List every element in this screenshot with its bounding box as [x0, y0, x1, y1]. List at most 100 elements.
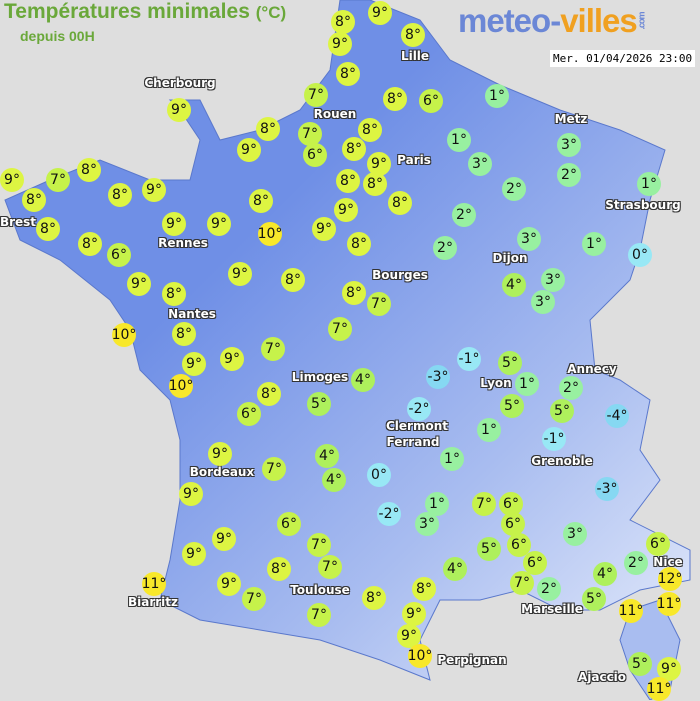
degree-sign: ° — [327, 448, 335, 464]
degree-sign: ° — [129, 327, 137, 343]
temperature-marker: 9 ° — [334, 198, 358, 222]
degree-sign: ° — [254, 591, 262, 607]
degree-sign: ° — [675, 571, 683, 587]
temperature-marker: 5 ° — [550, 399, 574, 423]
temperature-marker: 6 ° — [303, 143, 327, 167]
degree-sign: ° — [249, 406, 257, 422]
map-title-unit: (°C) — [255, 3, 287, 22]
degree-sign: ° — [480, 156, 488, 172]
degree-sign: ° — [549, 581, 557, 597]
temperature-value: 8 — [176, 326, 185, 342]
degree-sign: ° — [569, 137, 577, 153]
city-label-ferrand: Ferrand — [386, 435, 440, 449]
degree-sign: ° — [674, 596, 682, 612]
temperature-value: 8 — [405, 27, 414, 43]
temperature-marker: 10 ° — [169, 374, 193, 398]
degree-sign: ° — [90, 236, 98, 252]
degree-sign: ° — [427, 516, 435, 532]
degree-sign: ° — [48, 221, 56, 237]
degree-sign: ° — [159, 576, 167, 592]
temperature-marker: 7 ° — [261, 337, 285, 361]
temperature-marker: 8 ° — [281, 268, 305, 292]
temperature-value: 5 — [504, 398, 513, 414]
temperature-marker: -1 ° — [542, 427, 566, 451]
degree-sign: ° — [571, 380, 579, 396]
temperature-value: -1 — [458, 351, 473, 367]
logo-part-1: meteo- — [458, 2, 561, 39]
degree-sign: ° — [119, 247, 127, 263]
degree-sign: ° — [437, 496, 445, 512]
temperature-value: 8 — [81, 162, 90, 178]
degree-sign: ° — [594, 236, 602, 252]
city-label-nice: Nice — [653, 555, 683, 569]
temperature-value: 7 — [332, 321, 341, 337]
temperature-marker: 8 ° — [77, 158, 101, 182]
temperature-marker: 10 ° — [258, 222, 282, 246]
temperature-value: 4 — [326, 472, 335, 488]
city-label-bordeaux: Bordeaux — [189, 465, 255, 479]
temperature-marker: 7 ° — [510, 571, 534, 595]
degree-sign: ° — [220, 446, 228, 462]
degree-sign: ° — [620, 408, 628, 424]
temperature-value: 8 — [392, 195, 401, 211]
temperature-value: 8 — [112, 187, 121, 203]
temperature-value: 11 — [646, 681, 665, 697]
city-label-ajaccio: Ajaccio — [577, 670, 627, 684]
degree-sign: ° — [354, 285, 362, 301]
temperature-marker: 10 ° — [408, 644, 432, 668]
temperature-value: 1 — [481, 422, 490, 438]
temperature-value: 2 — [541, 581, 550, 597]
degree-sign: ° — [273, 341, 281, 357]
temperature-marker: 7 ° — [472, 492, 496, 516]
temperature-marker: 2 ° — [433, 236, 457, 260]
degree-sign: ° — [636, 603, 644, 619]
temperature-value: 7 — [371, 296, 380, 312]
temperature-marker: 1 ° — [447, 128, 471, 152]
degree-sign: ° — [535, 555, 543, 571]
degree-sign: ° — [569, 167, 577, 183]
degree-sign: ° — [413, 27, 421, 43]
temperature-marker: -4 ° — [605, 404, 629, 428]
city-label-paris: Paris — [397, 153, 431, 167]
degree-sign: ° — [557, 431, 565, 447]
temperature-value: 9 — [183, 486, 192, 502]
degree-sign: ° — [409, 628, 417, 644]
degree-sign: ° — [425, 648, 433, 664]
degree-sign: ° — [472, 351, 480, 367]
degree-sign: ° — [334, 472, 342, 488]
meteo-villes-logo: meteo-villes.com — [458, 2, 654, 40]
temperature-value: 7 — [246, 591, 255, 607]
temperature-value: 4 — [447, 561, 456, 577]
temperature-value: 9 — [232, 266, 241, 282]
degree-sign: ° — [514, 181, 522, 197]
temperature-marker: 4 ° — [502, 273, 526, 297]
temperature-value: 8 — [346, 141, 355, 157]
degree-sign: ° — [636, 555, 644, 571]
city-label-perpignan: Perpignan — [437, 653, 507, 667]
temperature-value: 8 — [346, 285, 355, 301]
degree-sign: ° — [120, 187, 128, 203]
temperature-marker: 3 ° — [563, 522, 587, 546]
temperature-value: 4 — [506, 277, 515, 293]
temperature-value: 4 — [597, 566, 606, 582]
temperature-marker: -3 ° — [426, 365, 450, 389]
temperature-value: 9 — [241, 142, 250, 158]
temperature-marker: 5 ° — [628, 652, 652, 676]
degree-sign: ° — [431, 93, 439, 109]
temperature-marker: 9 ° — [0, 168, 24, 192]
temperature-value: 1 — [489, 88, 498, 104]
degree-sign: ° — [268, 121, 276, 137]
temperature-value: 8 — [367, 176, 376, 192]
city-label-biarritz: Biarritz — [127, 595, 179, 609]
degree-sign: ° — [12, 172, 20, 188]
degree-sign: ° — [669, 661, 677, 677]
degree-sign: ° — [319, 607, 327, 623]
temperature-marker: 9 ° — [142, 178, 166, 202]
temperature-marker: 9 ° — [208, 442, 232, 466]
degree-sign: ° — [380, 5, 388, 21]
temperature-value: 3 — [567, 526, 576, 542]
city-label-lille: Lille — [400, 49, 430, 63]
temperature-value: 9 — [166, 216, 175, 232]
temperature-marker: 8 ° — [257, 382, 281, 406]
temperature-marker: 9 ° — [179, 482, 203, 506]
